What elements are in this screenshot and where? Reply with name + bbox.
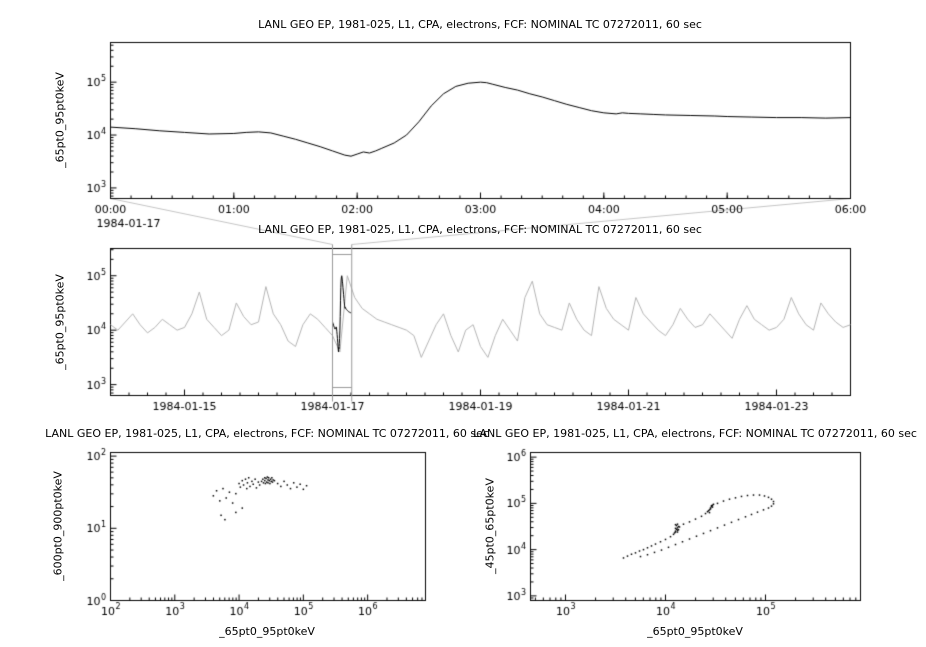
y-axis-label-context-timeseries: _65pt0_95pt0keV — [53, 274, 67, 370]
y-axis-label-event-timeseries: _65pt0_95pt0keV — [53, 72, 67, 168]
y-axis-label-scatter-45-65: _45pt0_65pt0keV — [483, 478, 497, 574]
chart-title-scatter-45-65: LANL GEO EP, 1981-025, L1, CPA, electron… — [473, 427, 917, 440]
y-axis-label-scatter-600-900: _600pt0_900pt0keV — [51, 471, 65, 581]
chart-title-event-timeseries: LANL GEO EP, 1981-025, L1, CPA, electron… — [258, 18, 702, 31]
chart-title-scatter-600-900: LANL GEO EP, 1981-025, L1, CPA, electron… — [45, 427, 489, 440]
x-axis-label-scatter-45-65: _65pt0_95pt0keV — [647, 625, 743, 638]
x-axis-label-scatter-600-900: _65pt0_95pt0keV — [219, 625, 315, 638]
chart-title-context-timeseries: LANL GEO EP, 1981-025, L1, CPA, electron… — [258, 223, 702, 236]
